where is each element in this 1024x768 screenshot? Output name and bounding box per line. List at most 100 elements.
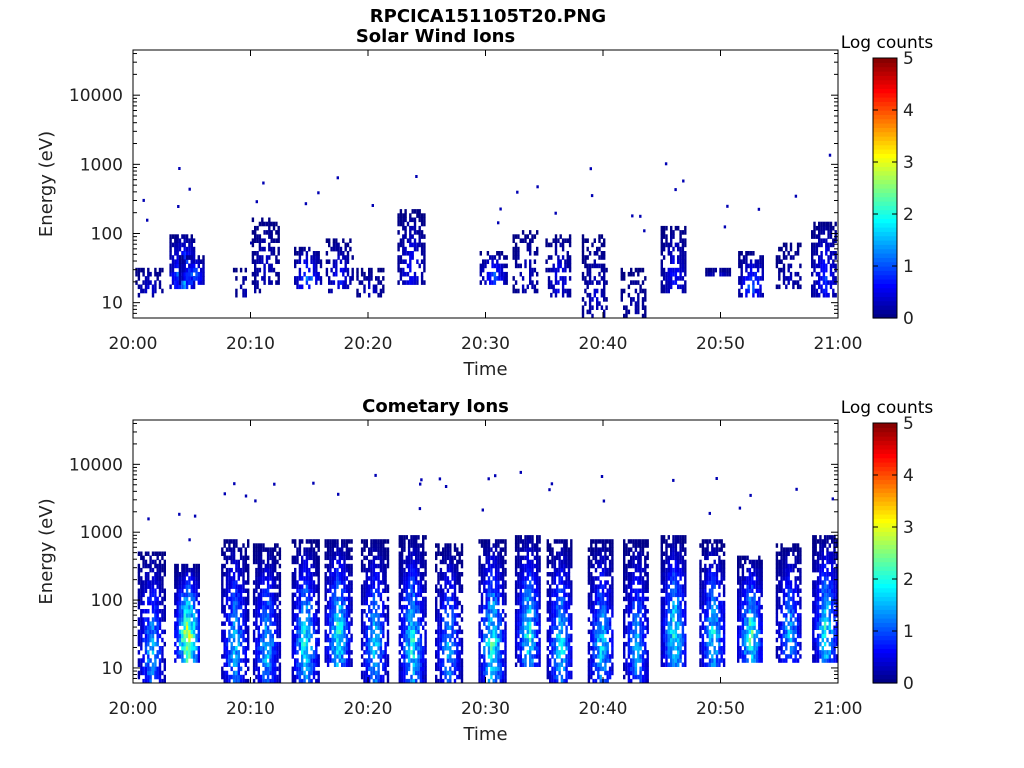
spectrogram-cell	[422, 674, 425, 680]
spectrogram-cell	[412, 567, 415, 573]
spectrogram-cell	[351, 271, 354, 277]
spectrogram-cell	[338, 641, 341, 647]
spectrogram-cell	[308, 625, 311, 630]
spectrogram-cell	[418, 213, 421, 218]
spectrogram-cell	[192, 596, 196, 602]
spectrogram-cell	[142, 678, 145, 684]
spectrogram-cell	[343, 617, 346, 622]
spectrogram-cell	[163, 567, 166, 573]
spectrogram-cell	[266, 641, 270, 647]
spectrogram-cells	[135, 153, 837, 319]
spectrogram-cell	[660, 280, 663, 285]
spectrogram-cell	[422, 613, 425, 618]
spectrogram-cell	[271, 551, 274, 556]
spectrogram-cell	[259, 650, 263, 655]
spectrogram-cell	[329, 625, 332, 630]
spectrogram-cell	[386, 539, 390, 544]
spectrogram-cell	[308, 674, 311, 680]
spectrogram-cell	[183, 629, 186, 635]
spectrogram-cell	[333, 637, 337, 643]
spectrogram-cell	[829, 267, 833, 273]
spectrogram-cell	[558, 588, 561, 593]
spectrogram-cell	[305, 572, 309, 577]
spectrogram-cell	[745, 276, 748, 281]
spectrogram-cell	[257, 576, 260, 581]
spectrogram-cell	[581, 251, 585, 256]
spectrogram-cell	[223, 641, 226, 647]
spectrogram-cell	[255, 641, 258, 647]
spectrogram-cell	[672, 267, 675, 273]
spectrogram-cell	[329, 547, 332, 552]
spectrogram-cell	[232, 592, 236, 598]
spectrogram-cell	[818, 276, 821, 281]
spectrogram-cell	[303, 592, 306, 598]
spectrogram-cell	[386, 658, 390, 663]
spectrogram-cell	[416, 280, 419, 285]
spectrogram-cell	[237, 563, 240, 569]
spectrogram-cell	[269, 596, 272, 602]
spectrogram-cell	[343, 641, 346, 647]
spectrogram-cell	[188, 187, 191, 191]
spectrogram-cell	[301, 555, 304, 561]
spectrogram-cell	[315, 567, 318, 573]
spectrogram-cell	[294, 263, 297, 269]
spectrogram-cell	[315, 662, 318, 667]
spectrogram-cell	[500, 276, 504, 281]
spectrogram-cell	[437, 588, 440, 593]
spectrogram-cell	[345, 646, 349, 651]
spectrogram-cell	[244, 621, 247, 626]
spectrogram-cell	[360, 674, 364, 680]
spectrogram-cell	[365, 600, 368, 606]
spectrogram-cell	[492, 646, 495, 651]
spectrogram-cell	[230, 654, 233, 659]
spectrogram-cell	[315, 255, 318, 260]
spectrogram-cell	[524, 625, 527, 630]
spectrogram-cell	[255, 600, 258, 606]
spectrogram-cell	[317, 625, 320, 630]
spectrogram-cell	[370, 559, 373, 565]
spectrogram-cell	[478, 572, 481, 577]
spectrogram-cell	[270, 267, 273, 273]
spectrogram-cell	[190, 654, 193, 659]
spectrogram-cell	[291, 629, 294, 635]
spectrogram-cell	[496, 276, 499, 281]
spectrogram-cell	[782, 276, 786, 281]
spectrogram-cell	[221, 596, 224, 602]
spectrogram-cell	[665, 234, 668, 239]
spectrogram-cell	[412, 572, 415, 577]
spectrogram-cell	[825, 284, 828, 290]
spectrogram-cell	[591, 263, 594, 269]
spectrogram-cell	[324, 613, 327, 618]
spectrogram-cell	[312, 654, 316, 659]
spectrogram-cell	[262, 572, 265, 577]
spectrogram-cell	[326, 580, 330, 585]
spectrogram-cell	[549, 547, 552, 552]
spectrogram-cell	[456, 563, 459, 569]
spectrogram-cell	[415, 646, 418, 651]
colorbar-band	[873, 292, 897, 297]
spectrogram-cell	[400, 646, 404, 651]
spectrogram-cell	[397, 242, 400, 248]
spectrogram-cell	[345, 658, 349, 663]
spectrogram-cell	[536, 580, 539, 585]
spectrogram-cell	[679, 271, 682, 277]
spectrogram-cell	[458, 555, 461, 561]
spectrogram-cell	[553, 670, 557, 676]
spectrogram-cell	[266, 650, 270, 655]
spectrogram-cell	[308, 662, 311, 667]
spectrogram-cell	[514, 280, 518, 285]
spectrogram-cell	[301, 666, 304, 672]
spectrogram-cell	[252, 592, 256, 598]
spectrogram-cell	[742, 255, 746, 260]
spectrogram-cell	[517, 555, 520, 561]
spectrogram-cell	[529, 267, 532, 273]
spectrogram-cell	[147, 641, 150, 647]
spectrogram-cell	[456, 662, 459, 667]
spectrogram-cell	[558, 580, 561, 585]
spectrogram-cell	[598, 238, 601, 243]
spectrogram-cell	[331, 604, 334, 610]
spectrogram-cell	[232, 613, 236, 618]
spectrogram-cell	[422, 584, 425, 589]
spectrogram-cell	[161, 678, 164, 684]
spectrogram-cell	[230, 567, 233, 573]
